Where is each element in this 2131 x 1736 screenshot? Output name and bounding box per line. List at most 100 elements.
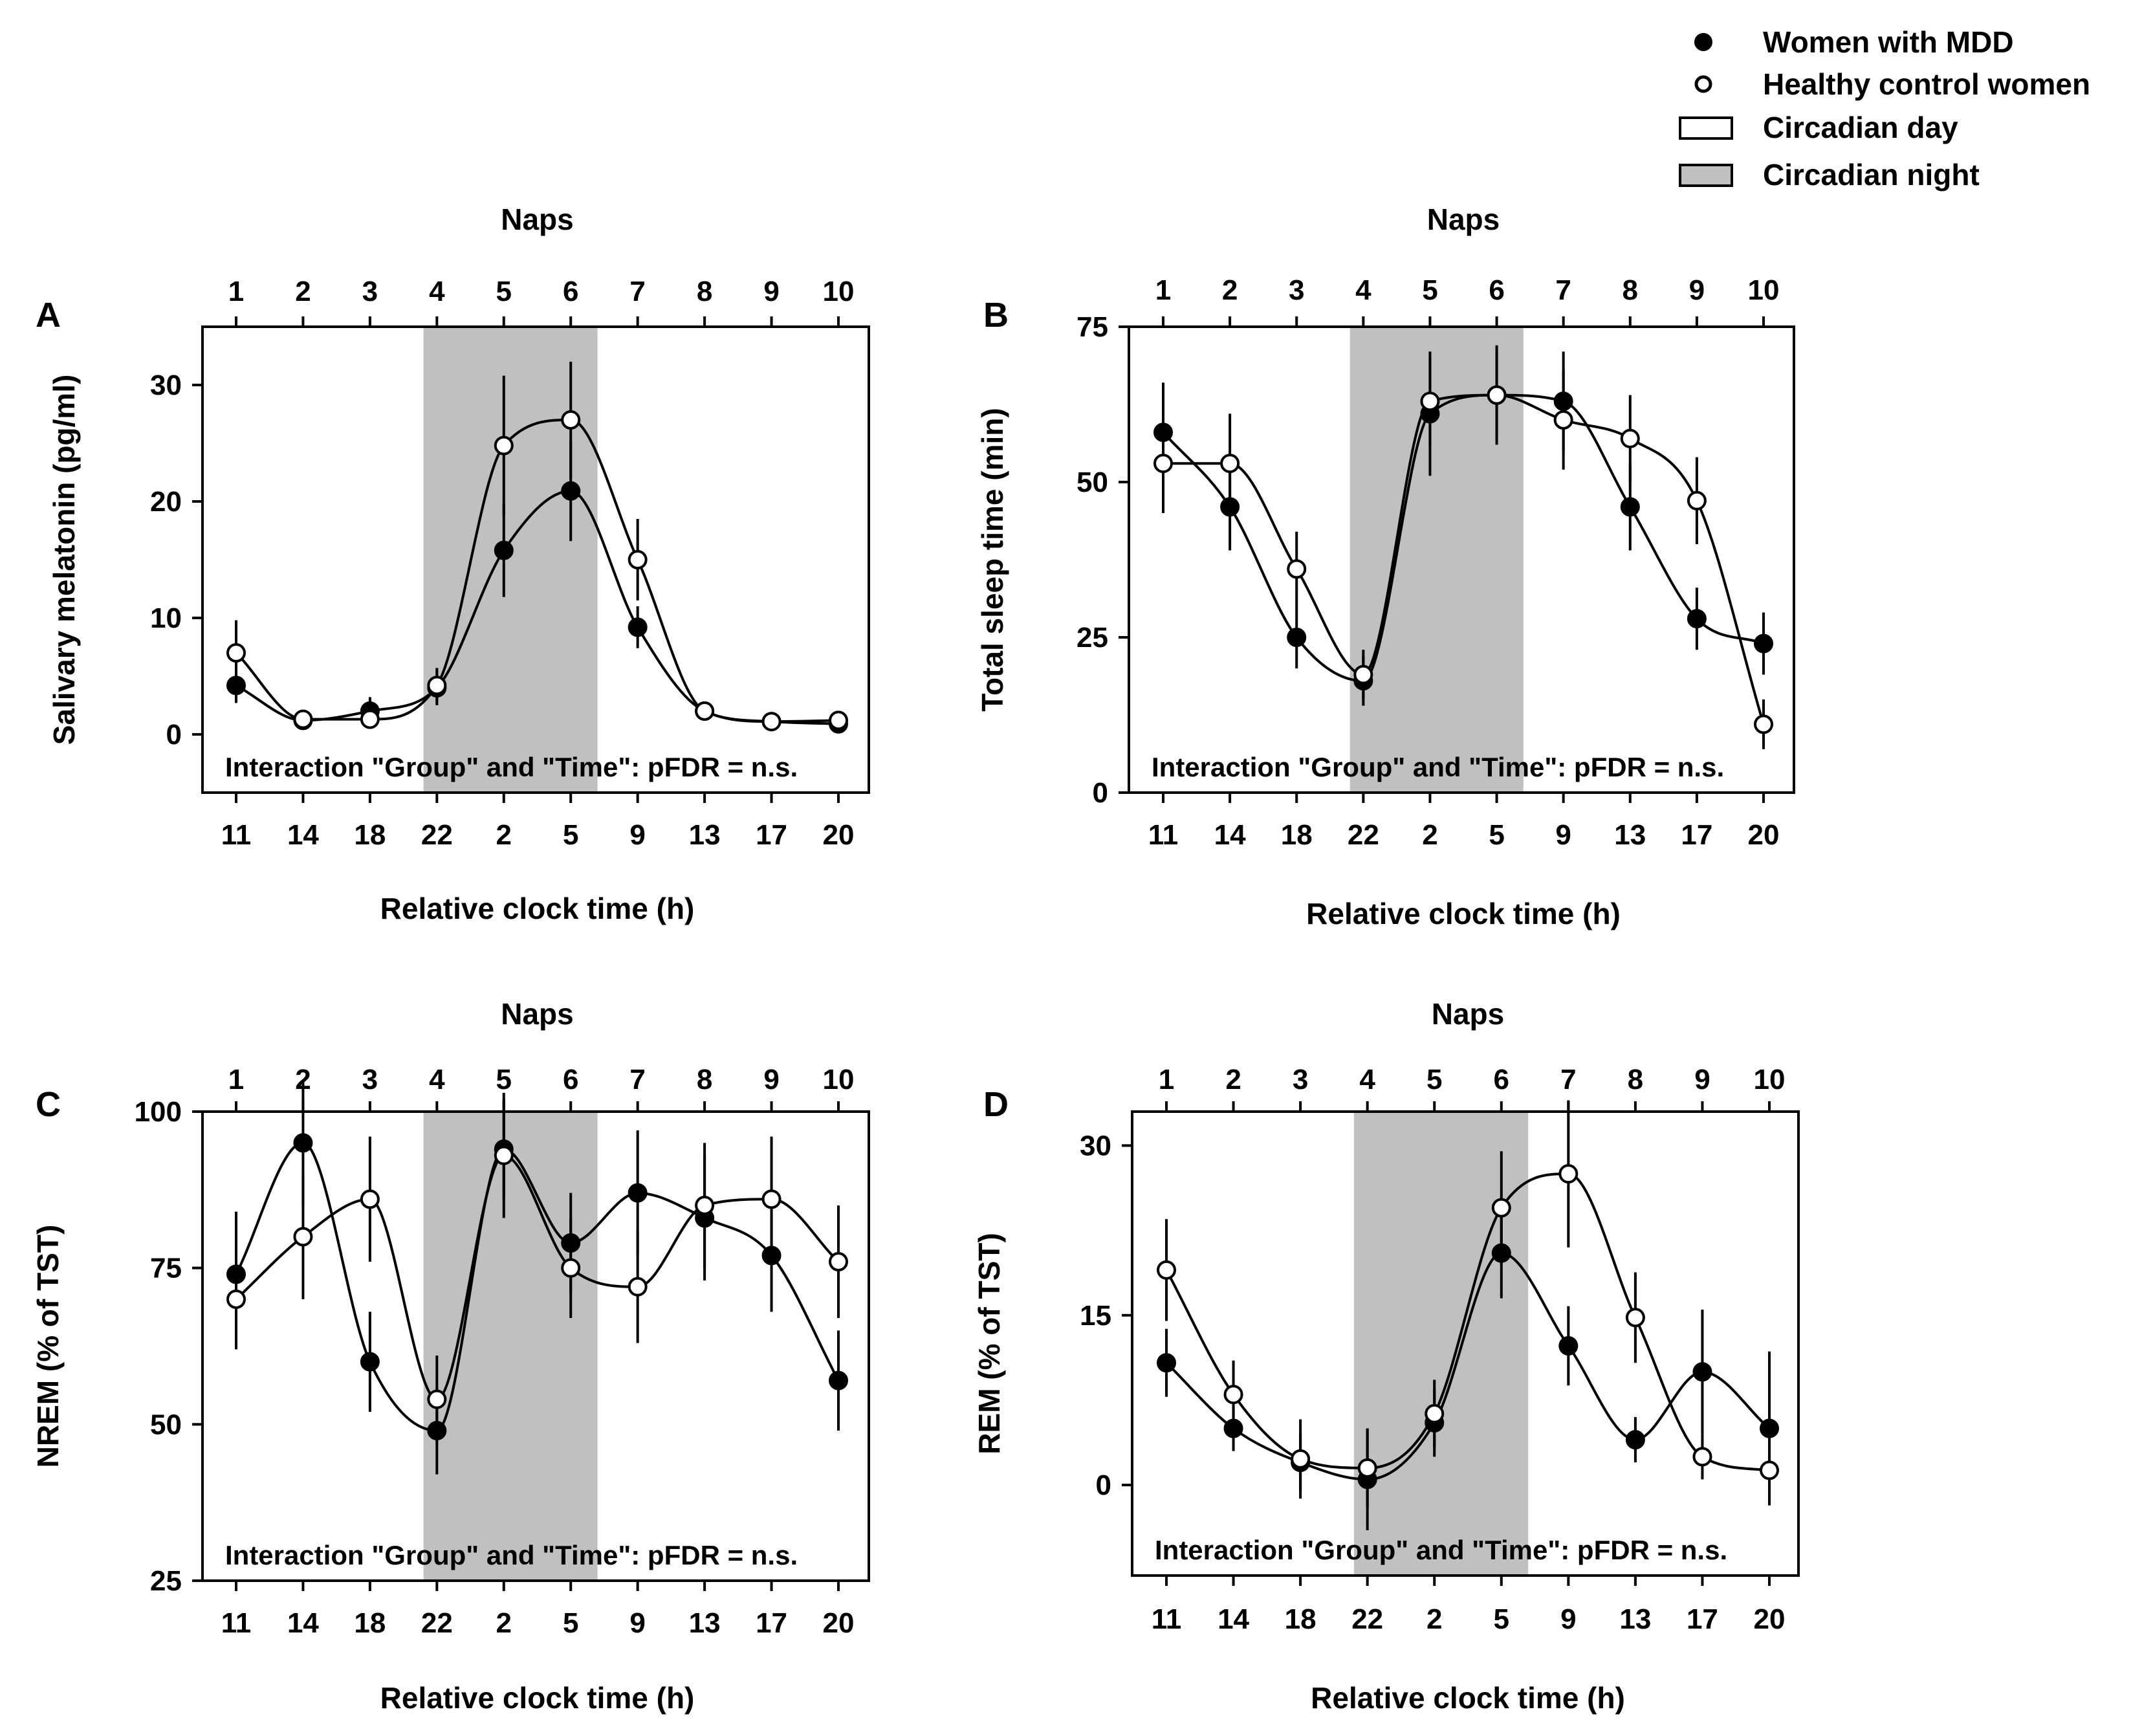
data-point: [226, 643, 246, 663]
data-point: [1687, 609, 1707, 629]
top-tick-label: 6: [1494, 1064, 1509, 1095]
interaction-annotation: Interaction "Group" and "Time": pFDR = n…: [1152, 752, 1724, 782]
y-tick-label: 0: [1093, 777, 1108, 809]
data-point: [1220, 454, 1240, 474]
data-point: [561, 481, 581, 501]
series-line: [1165, 1251, 1771, 1481]
data-point: [1287, 559, 1307, 579]
data-point: [226, 1290, 246, 1309]
data-point: [1692, 1447, 1712, 1467]
top-tick-label: 10: [823, 276, 855, 307]
top-tick-label: 7: [1560, 1064, 1576, 1095]
top-tick-label: 10: [1754, 1064, 1786, 1095]
data-point: [829, 710, 848, 731]
top-tick-label: 5: [496, 1064, 512, 1095]
y-tick-label: 25: [1076, 622, 1108, 654]
night-shading: [423, 1112, 598, 1581]
plot-frame: [1128, 325, 1795, 794]
top-tick-label: 1: [1155, 274, 1171, 306]
markers-control: [1153, 385, 1773, 734]
x-tick-label: 2: [496, 819, 512, 851]
markers-control: [226, 410, 848, 732]
top-tick-label: 5: [1422, 274, 1437, 306]
markers-mdd: [226, 1133, 848, 1440]
y-tick-label: 0: [166, 719, 182, 751]
data-point: [1625, 1430, 1645, 1450]
x-tick-label: 18: [354, 1607, 386, 1639]
x-axis-title: Relative clock time (h): [380, 1681, 695, 1715]
data-point: [1223, 1418, 1243, 1438]
legend-label: Women with MDD: [1763, 25, 2014, 59]
data-point: [561, 1258, 581, 1278]
x-tick-label: 22: [421, 819, 453, 851]
y-tick-label: 75: [1076, 311, 1108, 343]
x-tick-label: 20: [1748, 819, 1780, 851]
data-point: [427, 1421, 447, 1440]
top-tick-label: 6: [1489, 274, 1504, 306]
data-point: [1754, 633, 1773, 654]
top-tick-label: 1: [1159, 1064, 1174, 1095]
panel-label: D: [983, 1085, 1009, 1124]
y-axis-title: Total sleep time (min): [976, 408, 1009, 711]
top-tick-label: 5: [496, 276, 512, 307]
x-axis-title: Relative clock time (h): [380, 892, 695, 925]
data-point: [1692, 1362, 1712, 1382]
y-tick-label: 75: [150, 1253, 182, 1284]
interaction-annotation: Interaction "Group" and "Time": pFDR = n…: [225, 752, 798, 782]
legend-mdd-marker: [1694, 33, 1712, 51]
top-axis-title: Naps: [501, 203, 573, 236]
panel-a: 11121431842252657981391710200102030NapsR…: [36, 203, 870, 925]
data-point: [628, 1183, 648, 1203]
data-point: [360, 1352, 380, 1372]
data-point: [1491, 1243, 1511, 1263]
x-axis-title: Relative clock time (h): [1311, 1681, 1625, 1715]
interaction-annotation: Interaction "Group" and "Time": pFDR = n…: [225, 1540, 798, 1570]
x-tick-label: 22: [1348, 819, 1379, 851]
x-tick-label: 18: [1285, 1603, 1317, 1635]
top-tick-label: 6: [563, 1064, 578, 1095]
data-point: [1153, 423, 1173, 443]
x-tick-label: 18: [1281, 819, 1313, 851]
legend-label: Circadian day: [1763, 111, 1958, 144]
x-tick-label: 13: [689, 1607, 721, 1639]
data-point: [1553, 410, 1573, 430]
top-tick-label: 9: [763, 276, 779, 307]
x-tick-label: 20: [823, 1607, 855, 1639]
data-point: [360, 709, 380, 729]
data-point: [1558, 1164, 1579, 1184]
data-point: [293, 709, 313, 729]
x-tick-label: 11: [221, 1607, 252, 1639]
x-tick-label: 17: [1687, 1603, 1718, 1635]
x-axis-title: Relative clock time (h): [1306, 897, 1621, 930]
legend-label: Circadian night: [1763, 158, 1980, 192]
x-tick-label: 11: [1148, 819, 1179, 851]
data-point: [628, 1277, 648, 1297]
data-point: [1157, 1260, 1176, 1280]
x-tick-label: 20: [823, 819, 855, 851]
legend-day-swatch: [1679, 116, 1733, 140]
data-point: [1291, 1449, 1311, 1469]
data-point: [427, 1389, 447, 1409]
data-point: [1425, 1403, 1445, 1423]
panel-b: 11121431842252657981391710200255075NapsR…: [976, 203, 1795, 930]
y-tick-label: 10: [150, 602, 182, 634]
night-shading: [1353, 1112, 1529, 1576]
y-tick-label: 50: [1076, 467, 1108, 498]
x-tick-label: 13: [1614, 819, 1646, 851]
x-tick-label: 9: [629, 1607, 645, 1639]
top-tick-label: 4: [1359, 1064, 1375, 1095]
legend-control-marker: [1694, 75, 1712, 93]
plot-frame: [201, 1110, 870, 1582]
data-point: [494, 435, 514, 456]
y-tick-label: 15: [1080, 1300, 1111, 1332]
data-point: [360, 1189, 380, 1209]
x-tick-label: 14: [287, 1607, 319, 1639]
panel-c: 1112143184225265798139171020255075100Nap…: [31, 997, 870, 1715]
top-tick-label: 2: [1222, 274, 1238, 306]
top-tick-label: 3: [1293, 1064, 1308, 1095]
top-tick-label: 9: [1694, 1064, 1710, 1095]
data-point: [427, 676, 447, 696]
top-axis-title: Naps: [1427, 203, 1500, 236]
y-axis-title: REM (% of TST): [972, 1233, 1006, 1454]
data-point: [561, 410, 581, 430]
